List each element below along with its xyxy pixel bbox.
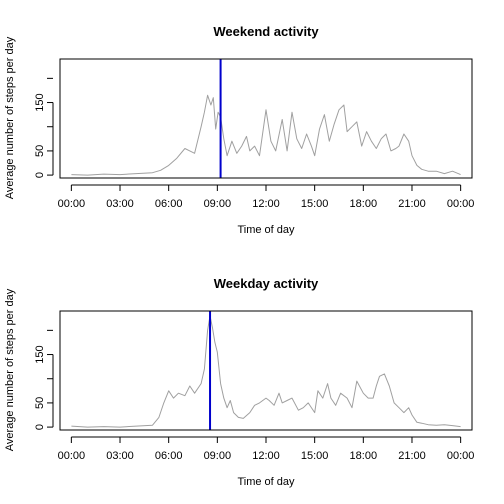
weekday-title: Weekday activity [214, 276, 319, 291]
weekend-x-tick-label: 21:00 [398, 198, 426, 210]
weekday-series [71, 315, 461, 428]
weekend-y-tick-label: 0 [34, 172, 46, 178]
weekday-y-tick-label: 50 [34, 397, 46, 409]
weekend-x-tick-label: 00:00 [447, 198, 475, 210]
weekday-x-tick-label: 00:00 [447, 450, 475, 462]
weekday-x-tick-label: 21:00 [398, 450, 426, 462]
weekday-x-tick-label: 09:00 [204, 450, 232, 462]
weekend-x-axis-title: Time of day [237, 224, 295, 236]
weekday-x-tick-label: 03:00 [106, 450, 134, 462]
weekend-plot-frame [59, 58, 473, 179]
weekend-y-tick-label: 50 [34, 145, 46, 157]
weekday-y-tick-label: 150 [34, 345, 46, 363]
weekday-x-tick-label: 12:00 [252, 450, 280, 462]
weekend-x-tick-label: 03:00 [106, 198, 134, 210]
weekend-x-tick-label: 12:00 [252, 198, 280, 210]
weekend-x-axis: 00:00 03:00 06:00 09:00 12:00 15:00 18:00 21:00… [58, 184, 475, 210]
weekday-x-tick-label: 15:00 [301, 450, 329, 462]
weekday-x-axis-title: Time of day [237, 476, 295, 488]
weekend-x-tick-label: 06:00 [155, 198, 183, 210]
weekend-y-tick-label: 150 [34, 93, 46, 111]
weekend-y-axis-title: Average number of steps per day [4, 36, 16, 199]
weekend-x-tick-label: 15:00 [301, 198, 329, 210]
weekend-x-tick-label: 00:00 [58, 198, 86, 210]
weekend-series [71, 94, 461, 176]
weekday-x-tick-label: 06:00 [155, 450, 183, 462]
weekend-x-tick-label: 09:00 [204, 198, 232, 210]
weekday-x-tick-label: 00:00 [58, 450, 86, 462]
weekday-y-tick-label: 0 [34, 424, 46, 430]
weekday-y-axis-title: Average number of steps per day [4, 288, 16, 451]
weekday-x-tick-label: 18:00 [350, 450, 378, 462]
weekend-title: Weekend activity [213, 24, 319, 39]
weekday-x-axis: 00:00 03:00 06:00 09:00 12:00 15:00 18:00 21:00… [58, 436, 475, 462]
weekend-y-axis: 0 50 150 [34, 77, 54, 178]
weekday-y-axis: 0 50 150 [34, 329, 54, 430]
weekend-panel: Weekend activity 00:00 03:00 06:00 09:00 12:… [4, 24, 474, 236]
weekend-series-line-0 [71, 94, 461, 176]
weekend-x-tick-label: 18:00 [350, 198, 378, 210]
weekday-panel: Weekday activity 00:00 03:00 06:00 09:00 12:… [4, 276, 474, 488]
weekday-series-line-0 [71, 315, 461, 428]
weekday-plot-frame [59, 310, 473, 431]
